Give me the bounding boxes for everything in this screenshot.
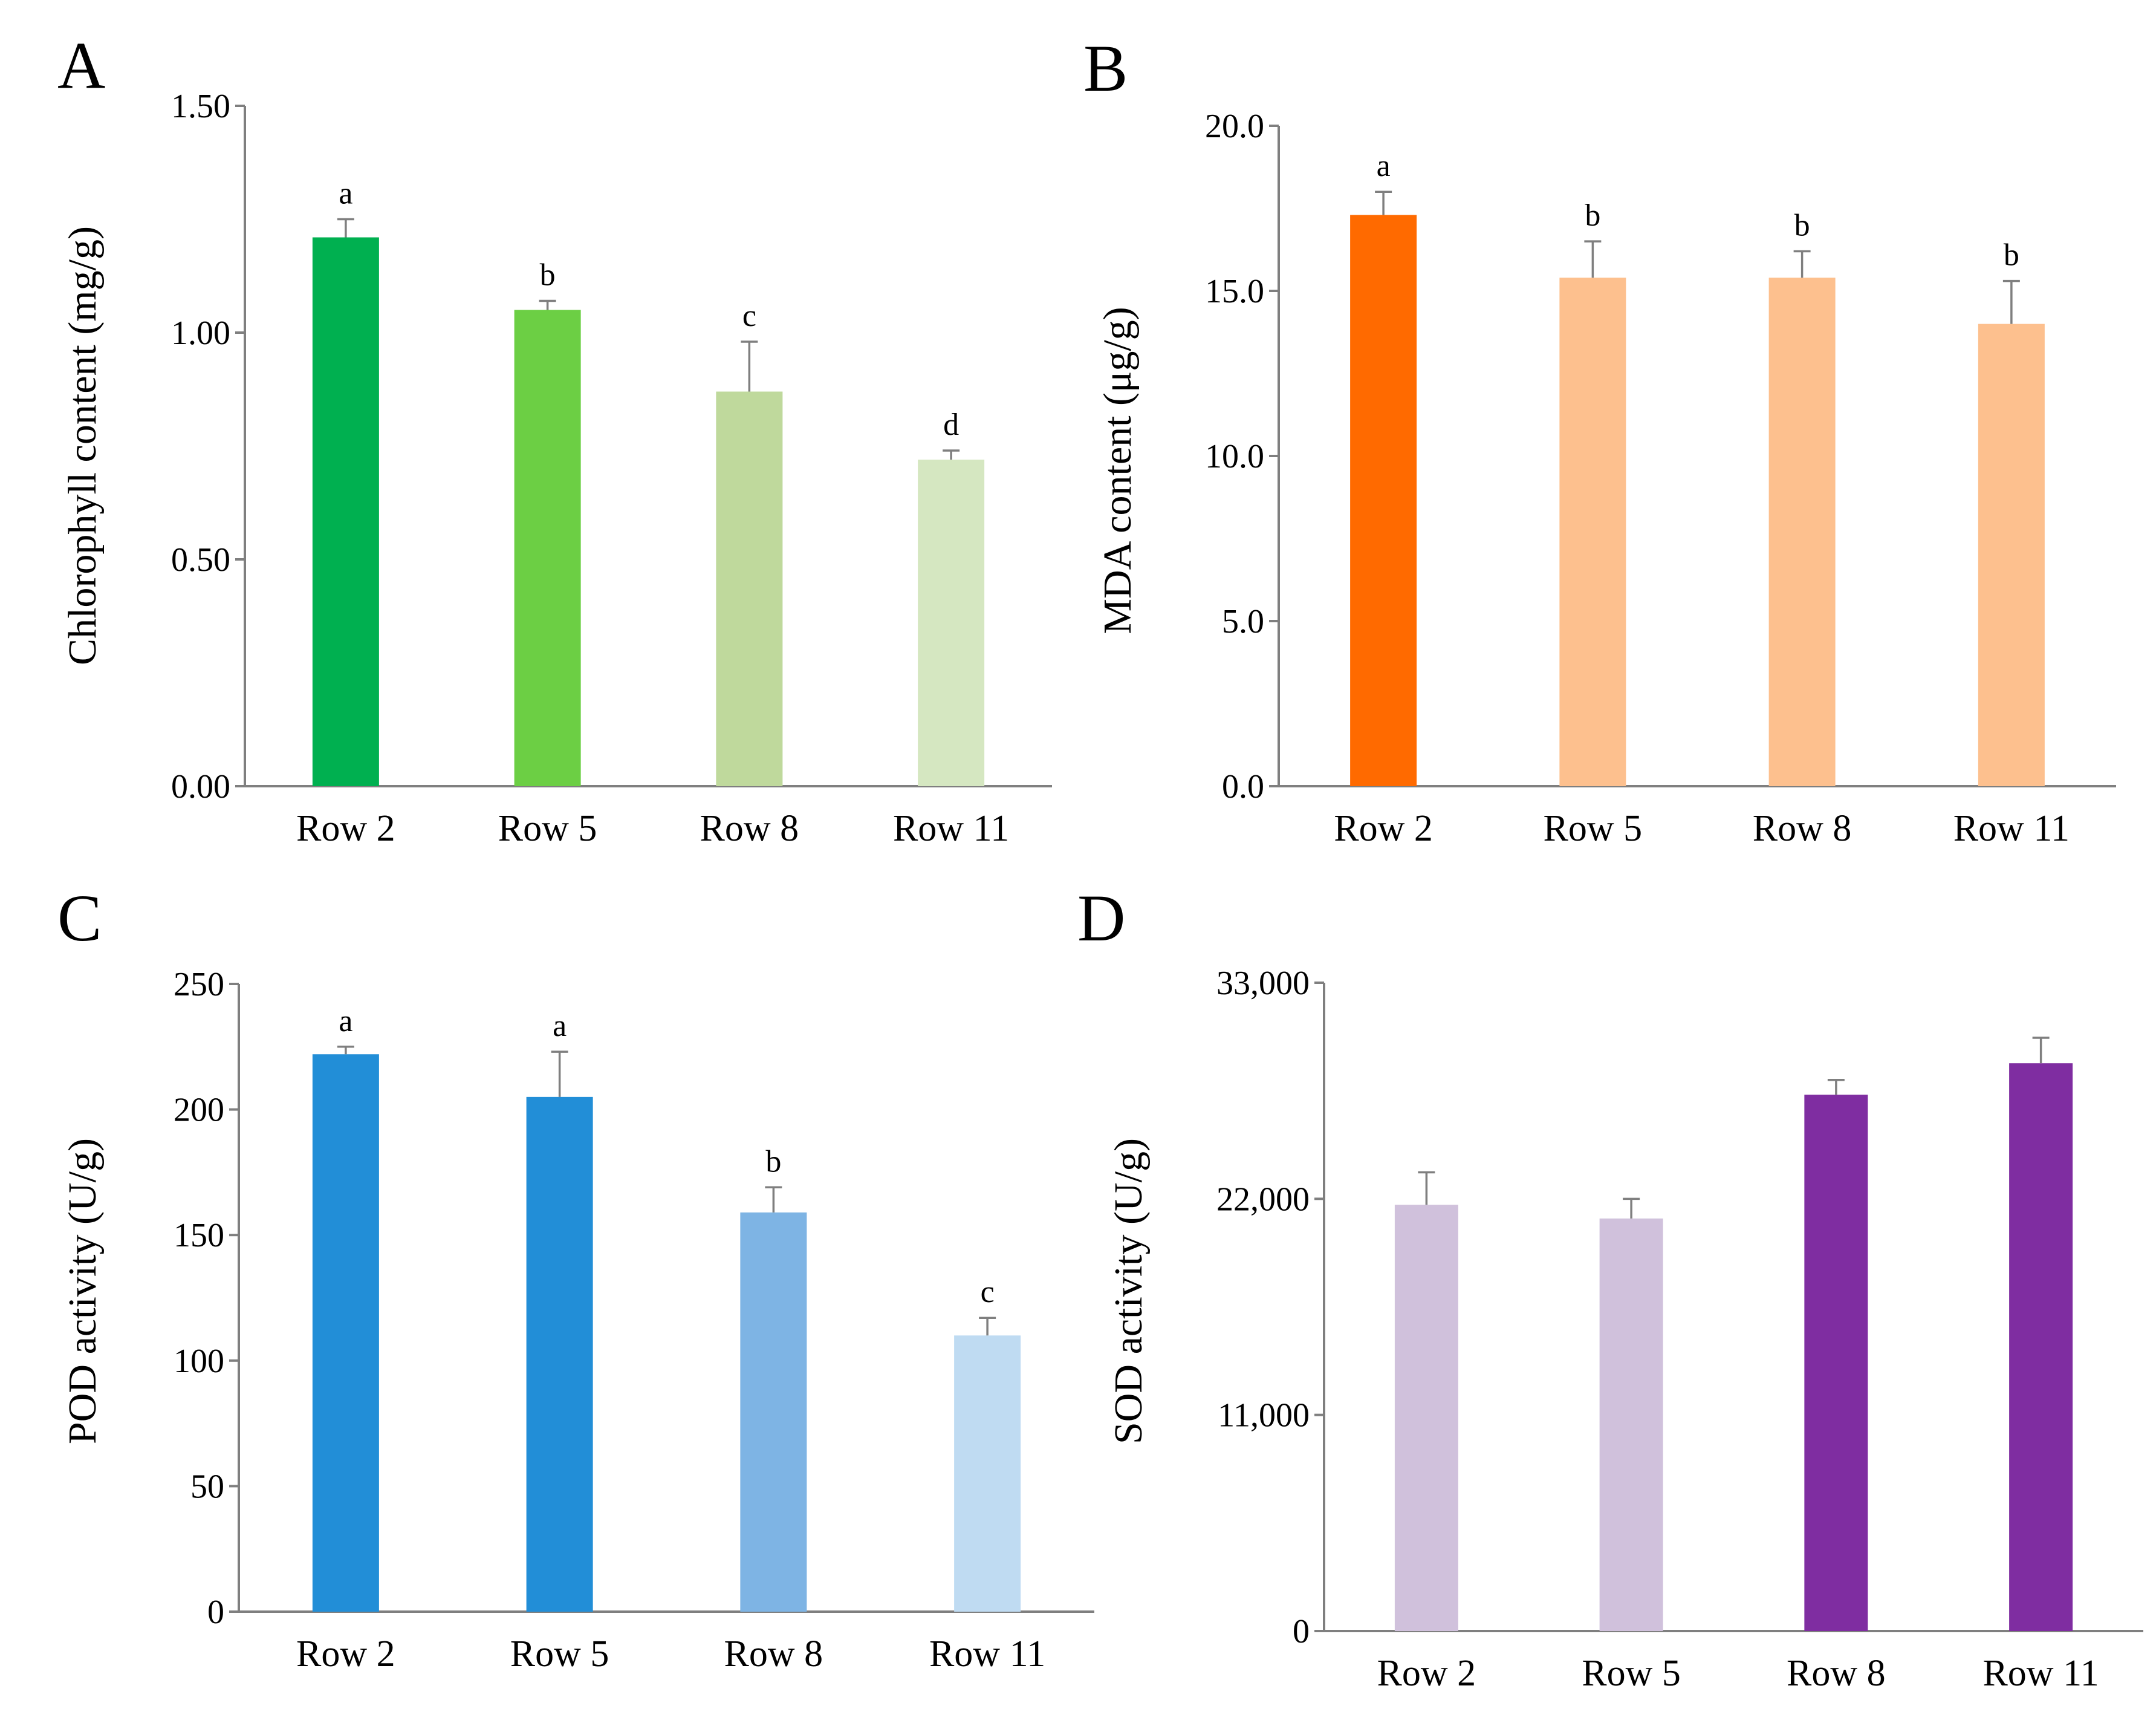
y-tick-label: 22,000 (1216, 1180, 1310, 1218)
significance-label: a (339, 177, 352, 211)
x-tick-label: Row 5 (510, 1633, 609, 1675)
y-tick-label: 200 (174, 1092, 224, 1129)
y-tick-label: 0 (207, 1594, 224, 1631)
y-tick-label: 5.0 (1222, 603, 1264, 640)
bar (918, 460, 985, 786)
y-tick-label: 50 (190, 1468, 224, 1505)
x-tick-label: Row 2 (1377, 1653, 1476, 1694)
x-tick-label: Row 11 (893, 808, 1009, 849)
significance-label: b (2004, 238, 2019, 273)
panel-b-y-axis-title: MDA content (μg/g) (1096, 307, 1140, 634)
bar (740, 1212, 807, 1612)
bar (312, 237, 379, 786)
significance-label: b (1585, 198, 1600, 233)
x-tick-label: Row 5 (1544, 808, 1643, 849)
y-tick-label: 0.00 (171, 768, 230, 806)
significance-label: d (943, 408, 959, 442)
significance-label: c (742, 299, 756, 333)
x-tick-label: Row 8 (1787, 1653, 1886, 1694)
bar (1804, 1095, 1868, 1631)
panel-a: A Chlorophyll content (mg/g) 0.00 0.50 1.0… (57, 28, 1052, 849)
bar (312, 1054, 379, 1612)
bar (2009, 1063, 2073, 1631)
y-tick-label: 150 (174, 1217, 224, 1254)
bar (954, 1335, 1021, 1612)
panel-c-letter: C (57, 881, 102, 955)
bar (514, 310, 581, 786)
bar (1559, 278, 1626, 786)
y-tick-label: 10.0 (1205, 438, 1264, 475)
x-tick-label: Row 5 (1582, 1653, 1681, 1694)
x-tick-label: Row 2 (296, 1633, 395, 1675)
y-tick-label: 100 (174, 1343, 224, 1380)
bar (526, 1096, 593, 1612)
y-tick-label: 33,000 (1216, 965, 1310, 1002)
bar (1768, 278, 1836, 786)
panel-c: C POD activity (U/g) 0 50 100 150 200 250 a Row… (57, 881, 1094, 1675)
bar (1394, 1205, 1458, 1631)
bar (1350, 215, 1417, 786)
y-tick-label: 250 (174, 966, 224, 1003)
bar (1599, 1218, 1663, 1631)
x-tick-label: Row 8 (724, 1633, 823, 1675)
y-tick-label: 11,000 (1218, 1397, 1310, 1434)
x-tick-label: Row 2 (1334, 808, 1433, 849)
significance-label: a (553, 1009, 567, 1043)
panel-d-y-axis-title: SOD activity (U/g) (1106, 1138, 1151, 1444)
x-tick-label: Row 11 (1953, 808, 2070, 849)
panel-a-letter: A (57, 28, 105, 102)
panel-a-y-axis-title: Chlorophyll content (mg/g) (60, 226, 105, 665)
y-tick-label: 15.0 (1205, 273, 1264, 310)
panel-b: B MDA content (μg/g) 0.0 5.0 10.0 15.0 20.0 a… (1083, 31, 2116, 849)
significance-label: b (1794, 208, 1810, 243)
panel-b-letter: B (1083, 31, 1128, 105)
panel-d: D SOD activity (U/g) 0 11,000 22,000 33,000… (1077, 881, 2143, 1694)
x-tick-label: Row 8 (700, 808, 799, 849)
x-tick-label: Row 2 (296, 808, 395, 849)
x-tick-label: Row 8 (1753, 808, 1852, 849)
y-tick-label: 0.50 (171, 541, 230, 579)
significance-label: a (339, 1004, 352, 1038)
significance-label: b (765, 1144, 781, 1179)
x-tick-label: Row 5 (498, 808, 597, 849)
bar (716, 391, 783, 786)
x-tick-label: Row 11 (929, 1633, 1045, 1675)
panel-c-y-axis-title: POD activity (U/g) (60, 1138, 105, 1444)
y-tick-label: 0.0 (1222, 768, 1264, 806)
bar (1978, 324, 2045, 786)
y-tick-label: 20.0 (1205, 108, 1264, 145)
y-tick-label: 1.00 (171, 314, 230, 352)
panel-d-letter: D (1077, 881, 1125, 955)
y-tick-label: 0 (1293, 1613, 1310, 1650)
significance-label: a (1377, 149, 1391, 183)
x-tick-label: Row 11 (1982, 1653, 2099, 1694)
significance-label: b (540, 258, 556, 293)
significance-label: c (981, 1275, 995, 1309)
y-tick-label: 1.50 (171, 88, 230, 125)
